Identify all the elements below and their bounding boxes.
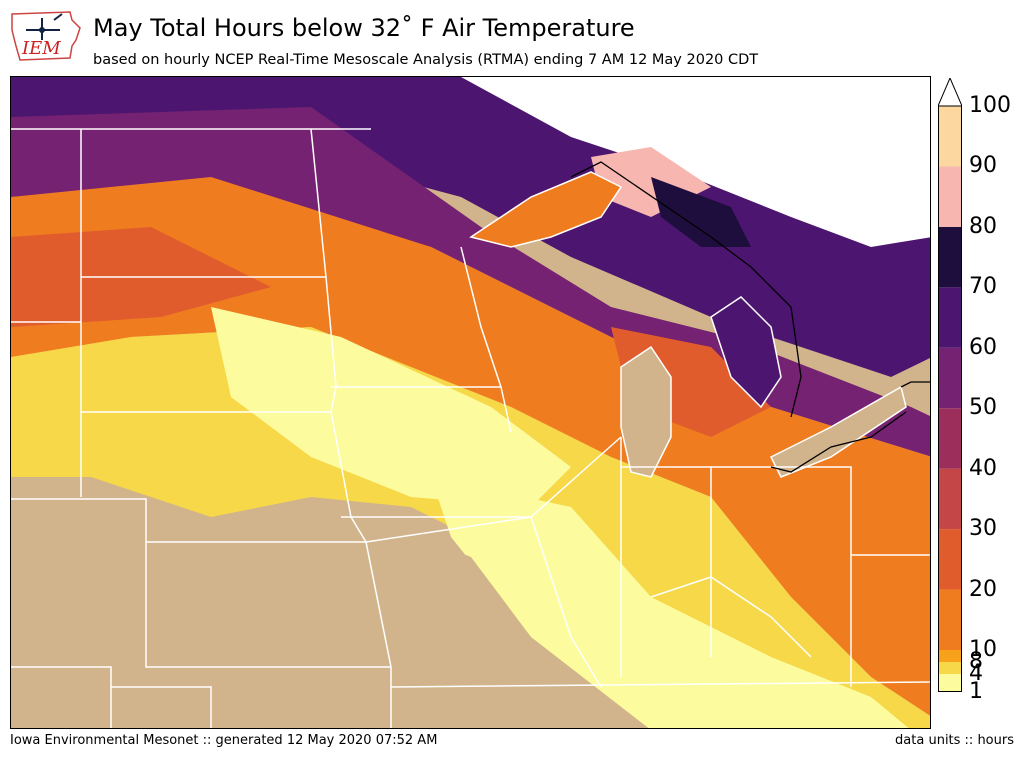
map-canvas	[11, 77, 930, 728]
colorbar-bin-80-90	[938, 166, 962, 227]
colorbar-bin-50-60	[938, 347, 962, 409]
logo-text: IEM	[21, 38, 61, 59]
colorbar-tick-label: 80	[969, 213, 997, 239]
colorbar-tick-label: 30	[969, 516, 997, 542]
lake-huron	[710, 296, 782, 409]
lake-erie	[769, 385, 907, 478]
region-band-10-20	[11, 177, 930, 716]
colorbar-bin-60-70	[938, 287, 962, 348]
colorbar-bin-40-50	[938, 408, 962, 469]
lake-superior	[469, 171, 623, 248]
colorbar-bin-90-100	[938, 106, 962, 167]
colorbar-tick-label: 70	[969, 274, 997, 300]
region-no-data-sw	[11, 497, 611, 728]
colorbar-tick-label: 8	[969, 649, 983, 674]
iem-logo: IEM	[8, 6, 84, 64]
footer-units: data units :: hours	[895, 733, 1014, 748]
colorbar-extend-arrow	[938, 78, 962, 107]
colorbar-tick-label: 40	[969, 455, 997, 481]
colorbar-bin-10-20	[938, 589, 962, 650]
colorbar-bin-8-10	[938, 650, 962, 662]
map-panel	[10, 76, 931, 729]
colorbar-frame	[938, 105, 962, 692]
region-band-70-80	[651, 177, 751, 247]
colorbar-tick-label: 20	[969, 576, 997, 602]
colorbar-bin-4-8	[938, 662, 962, 674]
colorbar-bin-20-30	[938, 529, 962, 590]
international-border	[570, 161, 930, 473]
region-band-1-4b	[431, 477, 909, 728]
colorbar-tick-label: 100	[969, 93, 1011, 118]
chart-title: May Total Hours below 32˚ F Air Temperat…	[93, 14, 635, 42]
region-band-1-4	[211, 307, 571, 507]
colorbar-tick-label: 1	[969, 679, 983, 704]
colorbar-tick-label: 50	[969, 395, 997, 421]
colorbar-bin-1-4	[938, 674, 962, 692]
lake-michigan	[620, 345, 672, 478]
colorbar-tick-label: 4	[969, 661, 983, 686]
colorbar-bin-30-40	[938, 468, 962, 530]
colorbar-tick-label: 60	[969, 334, 997, 360]
state-boundaries	[11, 128, 930, 728]
iowa-outline-icon: IEM	[11, 11, 81, 61]
region-above-max	[461, 77, 930, 247]
colorbar	[938, 78, 962, 692]
colorbar-bin-70-80	[938, 226, 962, 288]
chart-subtitle: based on hourly NCEP Real-Time Mesoscale…	[93, 52, 759, 68]
footer-credit: Iowa Environmental Mesonet :: generated …	[10, 733, 438, 748]
colorbar-tick-label: 10	[969, 637, 997, 662]
colorbar-tick-label: 90	[969, 153, 997, 179]
